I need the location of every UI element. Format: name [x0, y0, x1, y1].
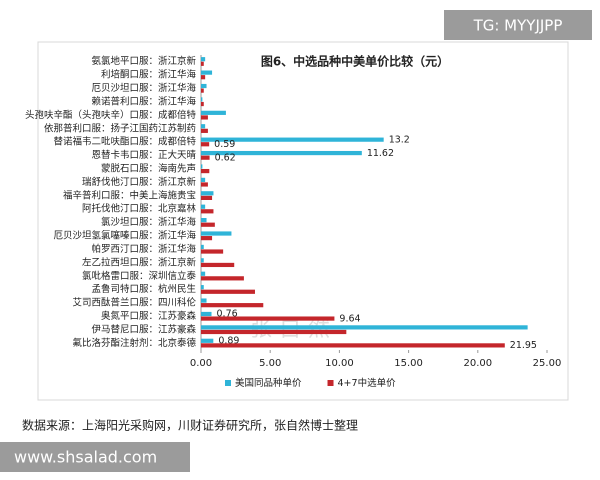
bar [201, 285, 204, 290]
bar [201, 236, 213, 241]
y-tick-label: 依那普利口服：扬子江国药江苏制药 [44, 122, 196, 134]
y-tick-label: 奥氮平口服：江苏豪森 [101, 310, 197, 322]
bar [201, 244, 204, 250]
y-tick-label: 阿托伐他汀口服：北京嘉林 [82, 203, 197, 215]
watermark-bottom: www.shsalad.com [14, 448, 157, 467]
legend-label: 美国同品种单价 [235, 377, 302, 389]
bar [201, 110, 226, 115]
y-tick-label: 蒙脱石口服：海南先声 [101, 162, 196, 174]
bar [201, 150, 362, 156]
bar [201, 88, 204, 93]
bar [201, 298, 207, 303]
x-tick-label: 25.00 [533, 358, 562, 369]
data-label: 0.89 [218, 335, 239, 346]
watermark-top-bg [444, 10, 592, 40]
y-tick-label: 艾司西酞普兰口服：四川科伦 [72, 297, 196, 309]
data-label: 21.95 [510, 340, 537, 351]
bar [201, 164, 203, 169]
bar [201, 142, 210, 147]
bar [201, 195, 213, 200]
y-tick-label: 孟鲁司特口服：杭州民生 [91, 283, 196, 295]
bar [201, 124, 206, 129]
y-tick-label: 伊马替尼口服：江苏豪森 [91, 323, 196, 335]
bar [201, 325, 528, 330]
bar [201, 249, 224, 254]
y-tick-label: 赖诺普利口服：浙江华海 [91, 95, 196, 107]
bar [201, 83, 207, 89]
legend-swatch [327, 380, 334, 386]
x-tick-label: 15.00 [394, 358, 423, 369]
bar [201, 258, 204, 263]
y-tick-label: 瑞舒伐他汀口服：浙江京新 [82, 176, 197, 188]
chart-title: 图6、中选品种中美单价比较（元） [261, 54, 449, 69]
legend-swatch [225, 380, 231, 386]
bar [201, 75, 206, 80]
y-tick-label: 替诺福韦二吡呋酯口服：成都倍特 [53, 136, 196, 148]
data-label: 0.76 [217, 309, 238, 320]
y-tick-label: 左乙拉西坦口服：浙江京新 [82, 256, 197, 268]
x-tick-label: 0.00 [190, 358, 212, 369]
data-label: 9.64 [339, 313, 360, 324]
bar [201, 155, 210, 160]
bar [201, 218, 207, 223]
data-label: 0.59 [214, 139, 235, 150]
y-tick-label: 厄贝沙坦口服：浙江华海 [91, 82, 196, 94]
y-tick-label: 头孢呋辛酯（头孢呋辛）口服：成都倍特 [25, 109, 197, 121]
bar [201, 61, 204, 66]
legend-label: 4+7中选单价 [338, 377, 397, 389]
bar [201, 303, 264, 308]
y-tick-label: 氨氯地平口服：浙江京新 [91, 55, 196, 67]
bar [201, 97, 203, 102]
chart-frame [37, 41, 569, 401]
bar [201, 177, 206, 182]
x-tick-label: 10.00 [325, 358, 354, 369]
bar [201, 311, 212, 317]
y-tick-label: 氯吡格雷口服：深圳信立泰 [82, 270, 197, 282]
watermark-bottom-bg [0, 442, 190, 472]
watermark-top: TG: MYYJJPP [473, 17, 563, 35]
source-note: 数据来源：上海阳光采购网，川财证券研究所，张自然博士整理 [22, 418, 358, 433]
watermark-center: 张 自 然 [250, 317, 330, 342]
bar [201, 271, 206, 276]
bar [201, 182, 208, 187]
bar [201, 329, 347, 335]
bar [201, 222, 215, 227]
y-tick-label: 氯沙坦口服：浙江华海 [101, 216, 197, 228]
data-label: 11.62 [367, 148, 394, 159]
bar [201, 137, 384, 142]
bar [201, 289, 255, 294]
bar [201, 70, 213, 75]
y-tick-label: 帕罗西汀口服：浙江华海 [91, 243, 196, 255]
bar [201, 338, 214, 343]
bar [201, 57, 206, 62]
bar [201, 191, 214, 196]
bar [201, 231, 232, 236]
y-tick-label: 利培酮口服：浙江华海 [101, 69, 197, 81]
x-tick-label: 20.00 [463, 358, 492, 369]
bar [201, 168, 210, 174]
bar [201, 101, 204, 107]
bar [201, 128, 208, 133]
bar [201, 343, 505, 348]
y-tick-label: 福辛普利口服：中美上海施贵宝 [63, 189, 196, 201]
data-label: 0.62 [215, 152, 236, 163]
y-tick-label: 氟比洛芬酯注射剂：北京泰德 [72, 337, 196, 349]
y-tick-label: 恩替卡韦口服：正大天晴 [91, 149, 196, 161]
bar [201, 262, 235, 268]
bar [201, 316, 335, 321]
x-tick-label: 5.00 [259, 358, 281, 369]
data-label: 13.2 [389, 134, 410, 145]
bar [201, 209, 214, 214]
bar [201, 115, 208, 120]
y-tick-label: 厄贝沙坦氢氯噻嗪口服：浙江华海 [53, 230, 196, 242]
bar [201, 204, 206, 209]
bar [201, 276, 244, 281]
